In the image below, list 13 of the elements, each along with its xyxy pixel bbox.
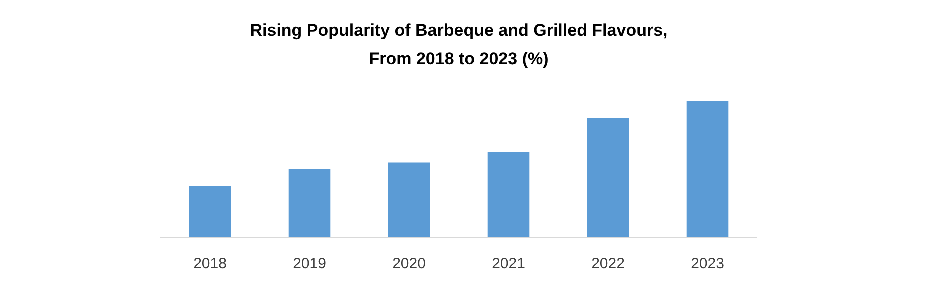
x-tick-label: 2018 [194, 256, 227, 272]
x-tick-label: 2020 [392, 256, 426, 272]
bar [189, 186, 232, 238]
x-tick-label: 2019 [293, 256, 326, 272]
bar [388, 162, 430, 238]
chart-title: Rising Popularity of Barbeque and Grilled Flavours, From 2018 to 2023 (%) [250, 21, 668, 68]
x-tick-label: 2021 [492, 256, 526, 272]
bar [488, 152, 530, 238]
x-tick-label: 2022 [592, 256, 625, 272]
x-tick-label: 2023 [691, 256, 724, 272]
bar [587, 118, 630, 238]
bar [288, 170, 331, 238]
bar [686, 102, 729, 238]
